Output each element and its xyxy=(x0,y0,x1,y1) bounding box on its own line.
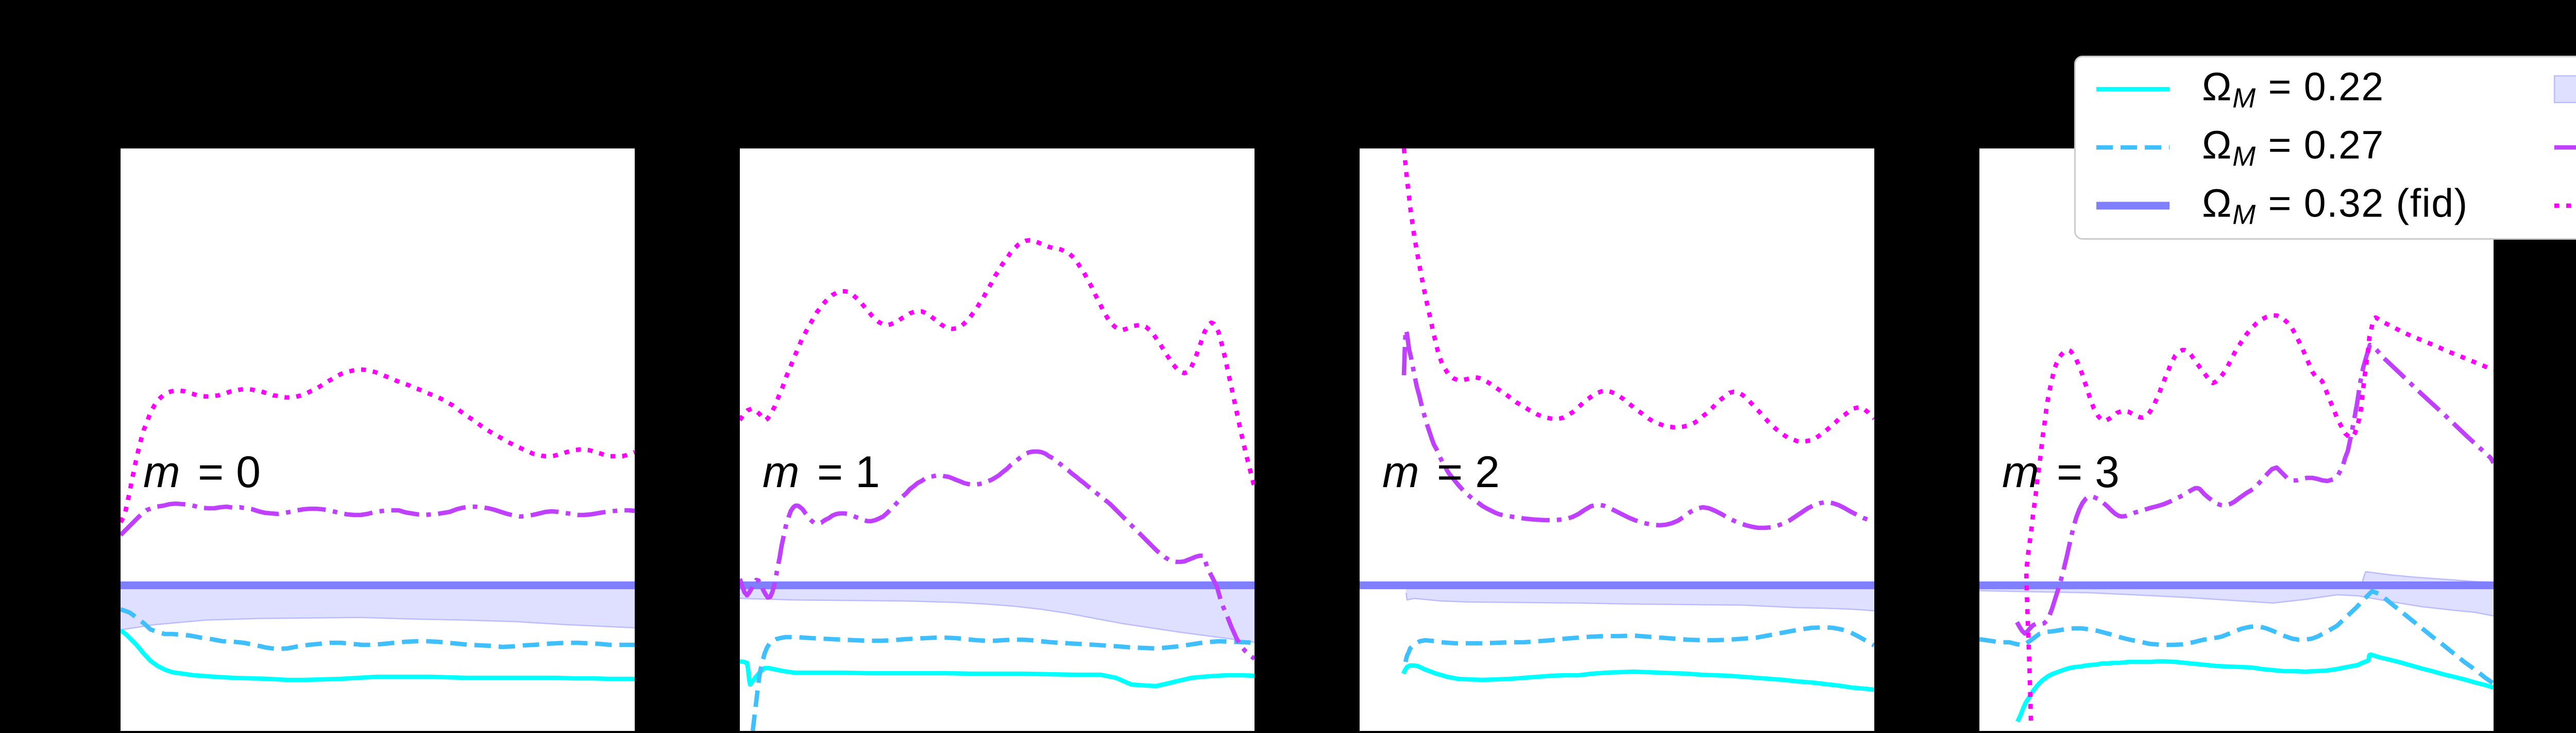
svg-text:= 3: = 3 xyxy=(2057,447,2120,497)
svg-text:m: m xyxy=(2002,447,2039,497)
svg-text:= 2: = 2 xyxy=(1437,447,1500,497)
svg-text:m: m xyxy=(143,447,180,497)
svg-text:= 1: = 1 xyxy=(817,447,880,497)
svg-text:m: m xyxy=(762,447,800,497)
svg-text:m: m xyxy=(1382,447,1419,497)
svg-text:= 0: = 0 xyxy=(198,447,261,497)
